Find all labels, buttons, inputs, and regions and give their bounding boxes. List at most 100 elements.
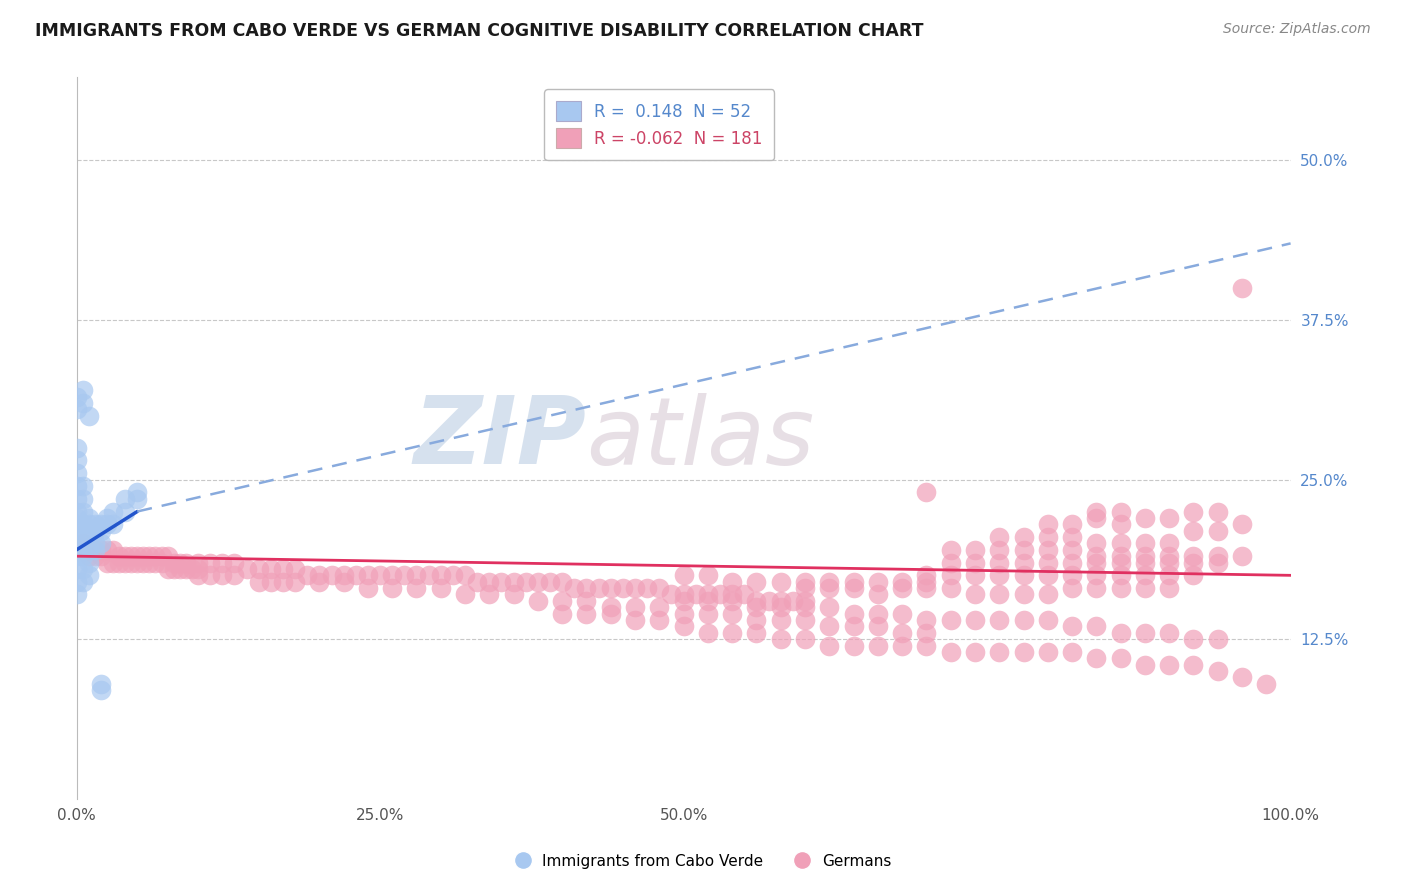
Point — [1230, 549, 1253, 564]
Point — [90, 542, 112, 557]
Point — [988, 530, 1011, 544]
Point — [769, 574, 792, 589]
Text: atlas: atlas — [586, 392, 814, 483]
Point — [866, 619, 889, 633]
Point — [915, 574, 938, 589]
Point — [648, 600, 671, 615]
Point — [332, 568, 354, 582]
Point — [1159, 568, 1181, 582]
Point — [77, 556, 100, 570]
Point — [169, 556, 191, 570]
Point — [321, 568, 343, 582]
Point — [915, 613, 938, 627]
Point — [1159, 549, 1181, 564]
Point — [612, 581, 634, 595]
Point — [696, 568, 718, 582]
Point — [1060, 619, 1083, 633]
Point — [1133, 536, 1156, 550]
Point — [1109, 651, 1132, 665]
Point — [344, 568, 367, 582]
Point — [891, 581, 914, 595]
Point — [101, 556, 124, 570]
Point — [478, 587, 501, 601]
Point — [441, 568, 464, 582]
Point — [174, 562, 197, 576]
Point — [1060, 556, 1083, 570]
Point — [696, 607, 718, 621]
Text: ZIP: ZIP — [413, 392, 586, 484]
Point — [696, 587, 718, 601]
Point — [77, 511, 100, 525]
Point — [551, 574, 574, 589]
Point — [65, 441, 87, 455]
Point — [599, 600, 621, 615]
Point — [599, 581, 621, 595]
Point — [65, 517, 87, 532]
Point — [672, 587, 695, 601]
Point — [1109, 517, 1132, 532]
Point — [1182, 549, 1205, 564]
Point — [96, 511, 118, 525]
Point — [101, 542, 124, 557]
Point — [769, 613, 792, 627]
Point — [1109, 504, 1132, 518]
Point — [65, 587, 87, 601]
Point — [1159, 581, 1181, 595]
Point — [1109, 536, 1132, 550]
Point — [988, 587, 1011, 601]
Legend: Immigrants from Cabo Verde, Germans: Immigrants from Cabo Verde, Germans — [509, 848, 897, 875]
Point — [454, 568, 477, 582]
Point — [156, 562, 179, 576]
Point — [96, 556, 118, 570]
Point — [1133, 581, 1156, 595]
Text: Source: ZipAtlas.com: Source: ZipAtlas.com — [1223, 22, 1371, 37]
Point — [1206, 664, 1229, 678]
Point — [138, 556, 160, 570]
Point — [782, 594, 804, 608]
Point — [271, 562, 294, 576]
Point — [1085, 556, 1108, 570]
Point — [1085, 568, 1108, 582]
Point — [939, 581, 962, 595]
Point — [127, 556, 149, 570]
Point — [83, 536, 105, 550]
Point — [72, 574, 94, 589]
Point — [939, 645, 962, 659]
Point — [127, 491, 149, 506]
Point — [818, 600, 841, 615]
Point — [588, 581, 610, 595]
Point — [915, 568, 938, 582]
Point — [114, 556, 136, 570]
Point — [65, 524, 87, 538]
Point — [174, 556, 197, 570]
Point — [818, 581, 841, 595]
Point — [180, 562, 202, 576]
Point — [963, 542, 986, 557]
Point — [77, 568, 100, 582]
Point — [963, 613, 986, 627]
Point — [515, 574, 537, 589]
Point — [284, 574, 307, 589]
Point — [1206, 556, 1229, 570]
Point — [454, 587, 477, 601]
Point — [308, 574, 330, 589]
Point — [794, 581, 817, 595]
Point — [963, 568, 986, 582]
Point — [794, 632, 817, 647]
Point — [429, 568, 451, 582]
Point — [1012, 530, 1035, 544]
Point — [599, 607, 621, 621]
Point — [891, 574, 914, 589]
Point — [77, 542, 100, 557]
Point — [721, 625, 744, 640]
Point — [211, 556, 233, 570]
Point — [1012, 587, 1035, 601]
Point — [842, 574, 865, 589]
Point — [65, 549, 87, 564]
Point — [145, 556, 167, 570]
Point — [65, 504, 87, 518]
Point — [842, 607, 865, 621]
Point — [65, 536, 87, 550]
Point — [988, 645, 1011, 659]
Point — [769, 632, 792, 647]
